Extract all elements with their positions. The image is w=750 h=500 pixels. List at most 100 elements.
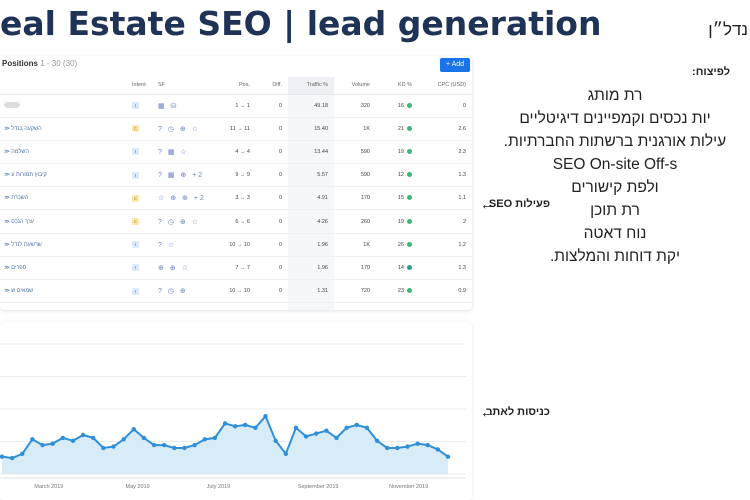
traffic-value: 4.91 [317, 195, 328, 202]
column-header[interactable]: Pos. [210, 77, 256, 95]
positions-title: Positions 1 - 30 (30) [2, 59, 77, 68]
chart-point[interactable] [50, 441, 55, 446]
kw-value[interactable]: ≫ השכרת [4, 195, 29, 202]
chart-point[interactable] [253, 425, 258, 430]
kw-value[interactable]: ≫ ערך הנכס [4, 218, 34, 225]
add-button[interactable]: + Add [440, 58, 470, 72]
chart-point[interactable] [91, 435, 96, 441]
chart-point[interactable] [151, 442, 157, 448]
chart-point[interactable] [364, 425, 370, 430]
table-row[interactable]: ≫ קיבוץ תמורות ע I ? ▦ ⊕ +2 9 → 9 0 5.57 590 12… [0, 163, 472, 188]
chart-point[interactable] [20, 451, 25, 456]
chart-point[interactable] [182, 445, 187, 451]
column-header[interactable]: Intent [128, 77, 154, 95]
chart-point[interactable] [395, 445, 400, 451]
chart-point[interactable] [324, 428, 329, 433]
column-header[interactable]: Volume [334, 77, 376, 95]
traffic-cell: 4.26 [288, 209, 334, 234]
chart-point[interactable] [314, 431, 319, 436]
kw-value[interactable]: ≫ ספרים [4, 264, 27, 271]
table-row[interactable]: ≫ השלמה I ? ▦ ☆ 4 → 4 0 13.44 590 19 2.3 [0, 140, 472, 165]
column-header[interactable] [0, 77, 128, 95]
kd-cell: 16 [376, 94, 418, 118]
sf-value: ? ☆ [158, 241, 177, 249]
chart-point[interactable] [60, 435, 66, 441]
chart-point[interactable] [303, 434, 309, 439]
chart-point[interactable] [101, 445, 106, 451]
kw-value[interactable]: ≫ קיבוץ תמורות ע [4, 172, 47, 179]
difficulty-change-cell: 0 [256, 117, 288, 141]
table-row[interactable]: ≫ השקעה בנדל C ? ◷ ⊕ ☆ 11 → 11 0 15.40 1K 21 2.6 [0, 117, 472, 141]
kw-value[interactable]: ≫ שרשעת לנדל [4, 241, 42, 248]
chart-point[interactable] [192, 442, 197, 448]
traffic-value: 1.31 [317, 288, 328, 295]
x-tick-label: March 2019 [34, 484, 63, 490]
kw-value[interactable]: ≫ שמאים ש [4, 288, 34, 295]
volume-value: 720 [360, 288, 370, 295]
table-row[interactable]: ≫ שמות חלופי בI? ▦ ⊕ +25 → 500.98390171.… [0, 302, 472, 310]
chart-point[interactable] [111, 444, 116, 449]
keyword-cell: ≫ שמאים ש [0, 279, 128, 304]
traffic-cell: 49.18 [288, 94, 334, 118]
keyword-cell: ≫ קיבוץ תמורות ע [0, 163, 128, 188]
chart-point[interactable] [415, 441, 420, 446]
column-header[interactable]: Traffic % [288, 77, 334, 95]
chart-point[interactable] [131, 427, 136, 432]
table-row[interactable]: I ▦ ⛁ 1 → 1 0 49.18 320 16 0 [0, 94, 472, 118]
chart-point[interactable] [334, 435, 339, 441]
chart-point[interactable] [243, 422, 248, 428]
x-tick-label: September 2019 [298, 484, 339, 490]
chart-point[interactable] [445, 454, 451, 459]
table-row[interactable]: ≫ ספרים I ⊕ ⊕ ☆ 7 → 7 0 1.96 170 14 1.3 [0, 256, 472, 281]
cpc-value: 2.6 [458, 125, 466, 132]
traffic-value: 1.96 [317, 241, 328, 248]
volume-cell: 320 [334, 94, 376, 118]
column-header[interactable]: KD % [376, 77, 418, 95]
chart-point[interactable] [293, 425, 299, 430]
chart-point[interactable] [283, 451, 289, 456]
chart-point[interactable] [374, 438, 380, 443]
table-row[interactable]: ≫ השכרת C ☆ ⊕ ⊕ +2 3 → 3 0 4.91 170 15 1.1 [0, 186, 472, 211]
pos-value: 10 → 10 [229, 241, 250, 248]
chart-point[interactable] [354, 422, 359, 428]
table-row[interactable]: ≫ שמאים ש I ? ◷ ⊕ 10 → 10 0 1.31 720 23 0.9 [0, 279, 472, 304]
chart-point[interactable] [172, 445, 177, 451]
chart-point[interactable] [30, 437, 35, 442]
chart-point[interactable] [202, 437, 207, 442]
kd-cell: 12 [376, 163, 418, 188]
chart-point[interactable] [263, 414, 268, 419]
chart-point[interactable] [212, 435, 218, 441]
chart-point[interactable] [273, 438, 278, 443]
chart-point[interactable] [232, 424, 238, 429]
chart-point[interactable] [141, 435, 147, 441]
chart-point[interactable] [344, 425, 349, 430]
column-header[interactable]: CPC (USD) [418, 77, 472, 95]
chart-point[interactable] [80, 432, 86, 438]
table-header-bar: Positions 1 - 30 (30) + Add [0, 56, 472, 74]
chart-point[interactable] [161, 442, 167, 448]
chart-point[interactable] [121, 437, 126, 442]
difficulty-change-cell: 0 [256, 140, 288, 165]
cpc-value: 2 [462, 218, 466, 225]
chart-point[interactable] [40, 442, 45, 448]
table-row[interactable]: ≫ ערך הנכס C ? ◷ ⊕ ☆ 6 → 6 0 4.26 260 19 2 [0, 209, 472, 234]
chart-point[interactable] [70, 438, 76, 443]
column-header[interactable]: SF [154, 77, 210, 95]
chart-point[interactable] [425, 442, 430, 448]
kd-status-dot [407, 172, 412, 178]
kd-status-dot [407, 125, 412, 131]
table-row[interactable]: ≫ שרשעת לנדל I ? ☆ 10 → 10 0 1.96 1K 26 1.2 [0, 233, 472, 257]
chart-point[interactable] [222, 421, 228, 426]
column-header[interactable]: Diff. [256, 77, 288, 95]
intent-badge: C [132, 218, 139, 226]
kw-value[interactable]: ≫ השלמה [4, 148, 29, 155]
chart-point[interactable] [0, 454, 5, 459]
volume-value: 260 [360, 218, 370, 225]
chart-point[interactable] [435, 447, 441, 452]
kd-status-dot [407, 102, 412, 108]
chart-point[interactable] [9, 455, 15, 461]
chart-point[interactable] [384, 445, 390, 451]
chart-point[interactable] [405, 444, 410, 449]
kw-value[interactable]: ≫ השקעה בנדל [4, 125, 42, 132]
kd-value: 23 [397, 288, 404, 295]
